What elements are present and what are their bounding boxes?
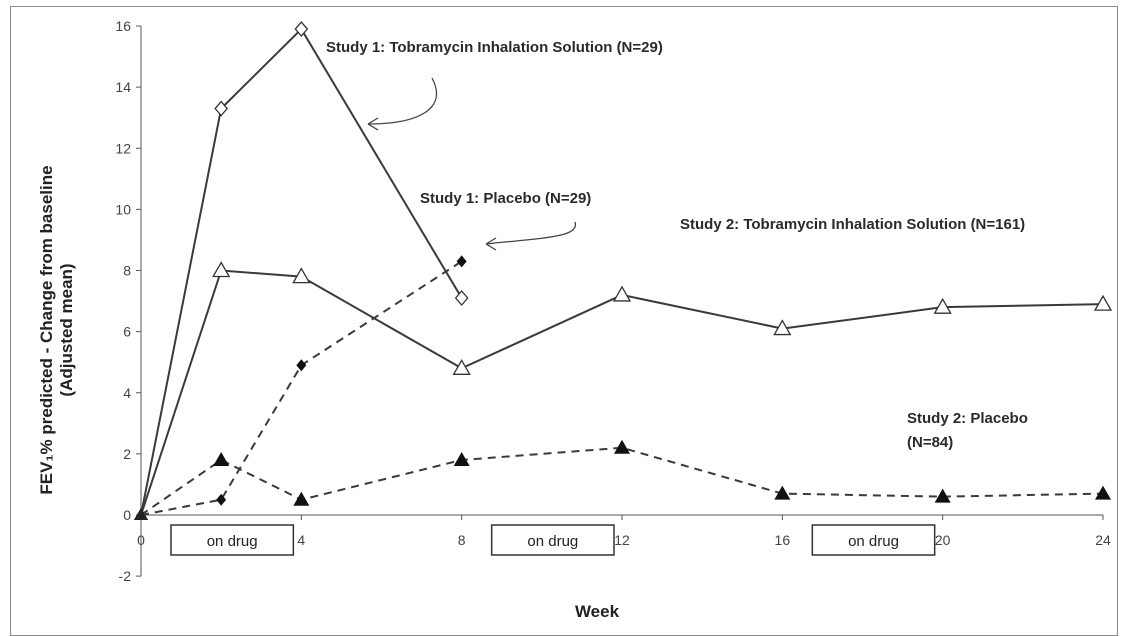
- y-tick-label: 4: [123, 385, 131, 401]
- data-point: [614, 287, 630, 301]
- x-tick-label: 16: [775, 532, 791, 548]
- annotation-arrow-study1-tobi: [368, 78, 436, 124]
- data-point: [213, 452, 229, 466]
- y-tick-label: 6: [123, 324, 131, 340]
- x-tick-label: 4: [297, 532, 305, 548]
- y-tick-label: -2: [119, 568, 132, 584]
- x-tick-label: 8: [458, 532, 466, 548]
- y-axis-title: FEV₁% predicted - Change from baseline (…: [37, 165, 76, 494]
- x-tick-label: 12: [614, 532, 630, 548]
- data-point: [1095, 296, 1111, 310]
- series-line-2: [141, 271, 1103, 516]
- series-markers: [134, 22, 1111, 520]
- y-axis-title-line2: (Adjusted mean): [57, 263, 76, 396]
- y-tick-label: 8: [123, 263, 131, 279]
- on-drug-label: on drug: [527, 533, 578, 550]
- annotation-study2-placebo: Study 2: Placebo: [907, 410, 1028, 427]
- data-point: [296, 359, 306, 371]
- annotation-study1-tobi: Study 1: Tobramycin Inhalation Solution …: [326, 39, 663, 56]
- x-tick-label: 0: [137, 532, 145, 548]
- data-point: [293, 492, 309, 506]
- on-drug-boxes: on drug on drug on drug: [171, 525, 935, 555]
- y-tick-label: 16: [115, 18, 131, 34]
- annotation-study2-placebo-n: (N=84): [907, 434, 953, 451]
- data-point: [213, 263, 229, 277]
- data-point: [454, 360, 470, 374]
- annotation-study1-placebo: Study 1: Placebo (N=29): [420, 190, 591, 207]
- data-point: [456, 291, 468, 305]
- y-axis-title-line1: FEV₁% predicted - Change from baseline: [37, 165, 56, 494]
- y-tick-label: 14: [115, 79, 131, 95]
- series-line-1: [141, 261, 462, 515]
- on-drug-label: on drug: [207, 533, 258, 550]
- annotations: Study 1: Tobramycin Inhalation Solution …: [326, 39, 1028, 451]
- on-drug-label: on drug: [848, 533, 899, 550]
- x-tick-label: 20: [935, 532, 951, 548]
- series-line-3: [141, 448, 1103, 515]
- y-tick-label: 10: [115, 201, 131, 217]
- data-point: [1095, 486, 1111, 500]
- x-axis-title: Week: [575, 602, 620, 621]
- annotation-arrow-study1-placebo: [486, 222, 575, 244]
- data-point: [614, 440, 630, 454]
- annotation-study2-tobi: Study 2: Tobramycin Inhalation Solution …: [680, 216, 1025, 233]
- y-tick-label: 0: [123, 507, 131, 523]
- y-tick-label: 2: [123, 446, 131, 462]
- y-tick-label: 12: [115, 140, 131, 156]
- data-point: [457, 255, 467, 267]
- x-tick-label: 24: [1095, 532, 1111, 548]
